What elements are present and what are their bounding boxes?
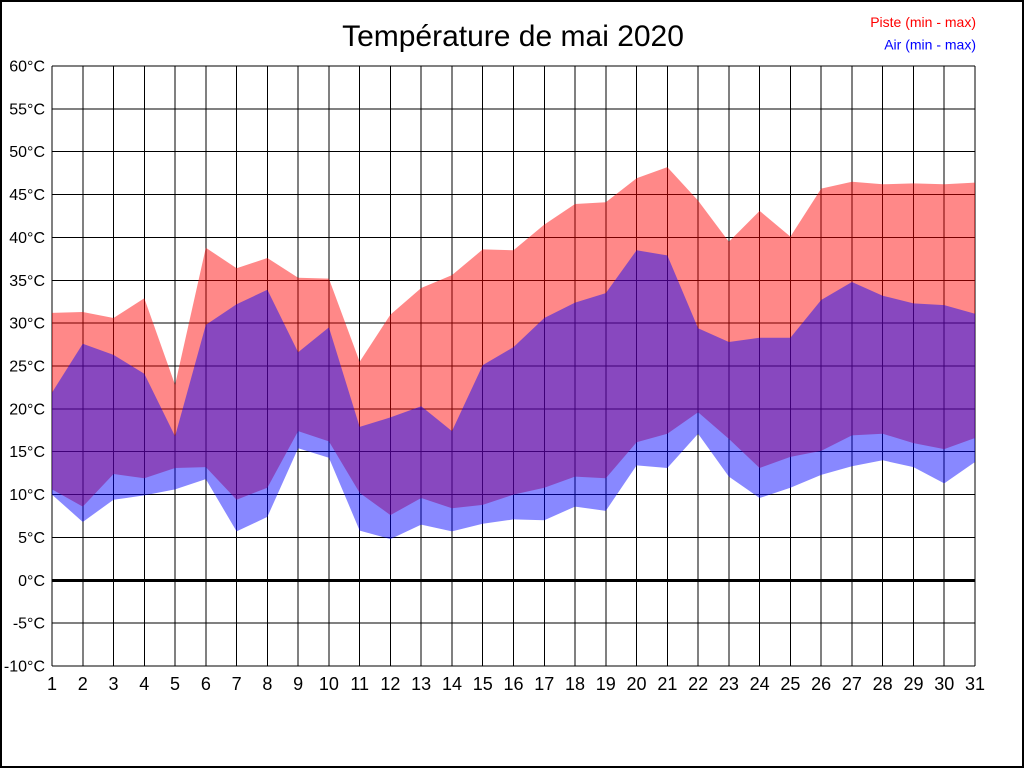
temperature-bands bbox=[52, 167, 975, 540]
x-tick-label: 25 bbox=[780, 674, 800, 694]
y-tick-label: 10°C bbox=[9, 487, 45, 504]
chart-title: Température de mai 2020 bbox=[342, 20, 684, 53]
x-tick-label: 6 bbox=[201, 674, 211, 694]
x-tick-label: 12 bbox=[380, 674, 400, 694]
x-tick-label: 24 bbox=[750, 674, 770, 694]
x-tick-label: 29 bbox=[903, 674, 923, 694]
x-tick-label: 3 bbox=[109, 674, 119, 694]
x-tick-label: 2 bbox=[78, 674, 88, 694]
y-tick-label: 50°C bbox=[9, 144, 45, 161]
y-tick-label: 45°C bbox=[9, 187, 45, 204]
x-tick-label: 21 bbox=[657, 674, 677, 694]
y-tick-label: 35°C bbox=[9, 273, 45, 290]
x-tick-label: 26 bbox=[811, 674, 831, 694]
x-tick-label: 7 bbox=[232, 674, 242, 694]
air-temperature-band bbox=[52, 250, 975, 540]
y-tick-label: 20°C bbox=[9, 401, 45, 418]
x-tick-label: 28 bbox=[873, 674, 893, 694]
x-tick-label: 8 bbox=[262, 674, 272, 694]
legend-air-label: Air (min - max) bbox=[884, 37, 976, 53]
y-tick-label: 25°C bbox=[9, 359, 45, 376]
y-tick-label: 30°C bbox=[9, 316, 45, 333]
x-tick-label: 9 bbox=[293, 674, 303, 694]
y-tick-label: -5°C bbox=[13, 616, 45, 633]
x-tick-label: 16 bbox=[503, 674, 523, 694]
y-tick-label: 60°C bbox=[9, 59, 45, 76]
x-tick-label: 4 bbox=[139, 674, 149, 694]
x-tick-label: 14 bbox=[442, 674, 462, 694]
y-axis-tick-labels: -10°C -5°C 0°C 5°C 10°C 15°C 20°C 25°C 30°C 35°C 4… bbox=[4, 59, 45, 676]
x-tick-label: 15 bbox=[473, 674, 493, 694]
y-tick-label: -10°C bbox=[4, 659, 45, 676]
y-tick-label: 40°C bbox=[9, 230, 45, 247]
x-tick-label: 10 bbox=[319, 674, 339, 694]
x-tick-label: 1 bbox=[47, 674, 57, 694]
x-tick-label: 30 bbox=[934, 674, 954, 694]
x-tick-label: 17 bbox=[534, 674, 554, 694]
x-tick-label: 13 bbox=[411, 674, 431, 694]
x-tick-label: 5 bbox=[170, 674, 180, 694]
x-tick-label: 11 bbox=[350, 674, 369, 694]
piste-temperature-band bbox=[52, 167, 975, 516]
y-tick-label: 15°C bbox=[9, 444, 45, 461]
x-tick-label: 20 bbox=[627, 674, 647, 694]
legend: Piste (min - max) Air (min - max) bbox=[870, 14, 976, 53]
x-tick-label: 27 bbox=[842, 674, 862, 694]
y-tick-label: 5°C bbox=[18, 530, 45, 547]
x-tick-label: 22 bbox=[688, 674, 708, 694]
x-tick-label: 23 bbox=[719, 674, 739, 694]
y-tick-label: 0°C bbox=[18, 573, 45, 590]
x-tick-label: 18 bbox=[565, 674, 585, 694]
x-tick-label: 19 bbox=[596, 674, 616, 694]
x-axis-tick-labels: 1 2 3 4 5 6 7 8 9 10 11 12 13 14 15 16 17 18 19 20 21 22 23 24 2… bbox=[47, 674, 985, 694]
legend-piste-label: Piste (min - max) bbox=[870, 14, 976, 30]
y-tick-label: 55°C bbox=[9, 101, 45, 118]
x-tick-label: 31 bbox=[965, 674, 985, 694]
